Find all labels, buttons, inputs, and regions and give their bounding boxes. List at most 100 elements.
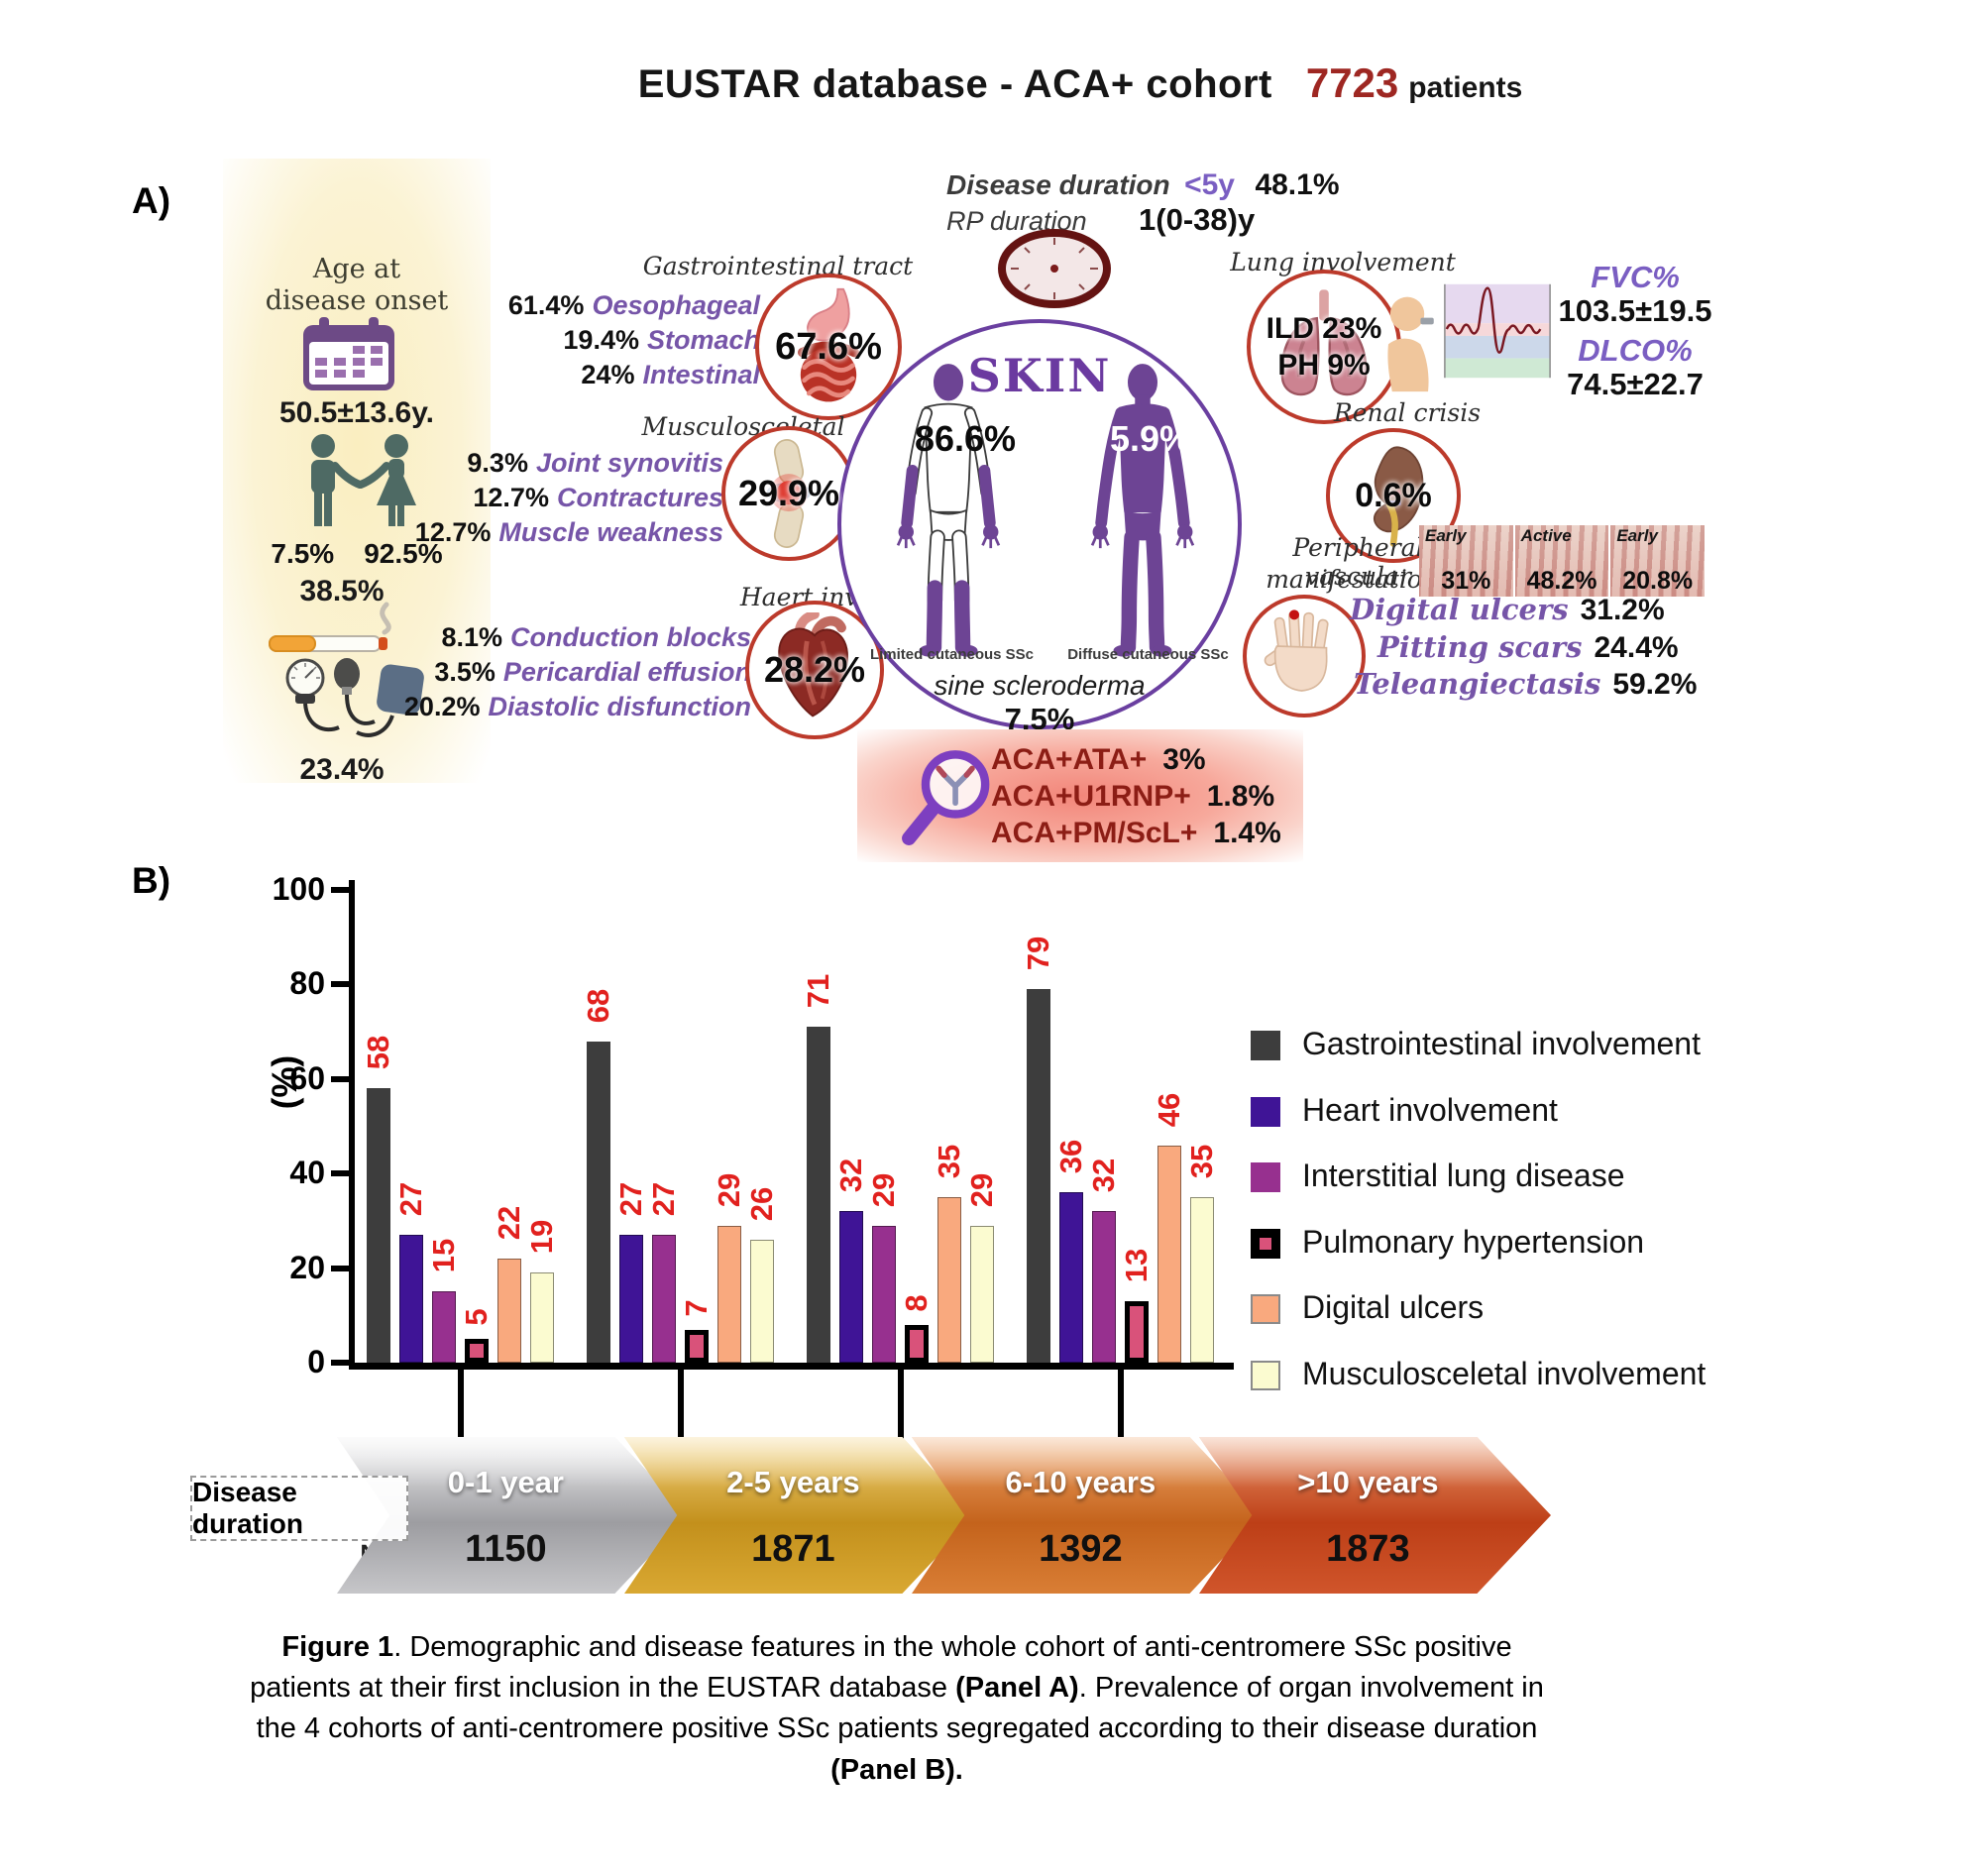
disease-duration-label: Disease duration	[946, 169, 1170, 200]
antibody-value: 3%	[1162, 743, 1206, 776]
bar	[1059, 1192, 1083, 1363]
duration-arrow-label: >10 years	[1297, 1465, 1439, 1499]
dlco-value: 74.5±22.7	[1567, 367, 1704, 401]
gi-overall-pct: 67.6%	[775, 325, 882, 368]
capillaroscopy-pct: 20.8%	[1622, 567, 1694, 595]
age-value: 50.5±13.6y.	[278, 396, 435, 429]
bar	[685, 1330, 709, 1363]
disease-duration-line: Disease duration <5y 48.1%	[946, 168, 1340, 202]
caption-bold-segment: (Panel B).	[830, 1753, 963, 1786]
lung-ring: ILD 23% PH 9%	[1247, 270, 1401, 424]
x-group-tick	[897, 1370, 904, 1439]
bar-value-label: 35	[1184, 1144, 1219, 1179]
legend-label: Heart involvement	[1302, 1091, 1558, 1128]
gi-header: Gastrointestinal tract	[642, 252, 914, 280]
msk-ring: 29.9%	[721, 426, 856, 561]
heart-ring: 28.2%	[745, 601, 884, 739]
dlco-label: DLCO%	[1578, 333, 1693, 368]
bar-value-label: 19	[524, 1219, 559, 1255]
vascular-item-value: 59.2%	[1612, 668, 1698, 701]
heart-item-row: 8.1% Conduction blocks	[441, 622, 751, 653]
legend-swatch	[1251, 1031, 1280, 1060]
bar-value-label: 22	[492, 1205, 526, 1241]
sex-distribution: 7.5% 92.5%	[233, 538, 481, 570]
antibody-row: ACA+U1RNP+ 1.8%	[991, 780, 1281, 814]
calendar-icon	[303, 317, 394, 390]
fvc-value: 103.5±19.5	[1558, 293, 1712, 328]
vascular-item-value: 31.2%	[1580, 594, 1665, 626]
y-tick	[331, 887, 349, 893]
bar-value-label: 32	[1086, 1158, 1121, 1193]
skin-title: SKIN	[967, 349, 1112, 402]
bar	[905, 1325, 929, 1363]
gi-item-row: 19.4% Stomach	[563, 325, 760, 356]
legend-swatch	[1251, 1228, 1280, 1259]
legend-label: Digital ulcers	[1302, 1289, 1485, 1325]
legend-label: Pulmonary hypertension	[1302, 1223, 1645, 1260]
smoking-pct: 38.5%	[299, 575, 385, 607]
capillaroscopy-image: Early 20.8%	[1610, 525, 1707, 597]
antibody-label: ACA+ATA+	[991, 743, 1148, 776]
diffuse-cutaneous-body-icon	[1090, 364, 1195, 657]
capillaroscopy-image: Early 31%	[1419, 525, 1515, 597]
bar	[1125, 1301, 1149, 1363]
vascular-item-row: Pitting scars 24.4%	[1377, 630, 1679, 665]
fvc-label: FVC%	[1591, 260, 1680, 294]
y-tick-label: 0	[307, 1344, 325, 1379]
bar-value-label: 5	[459, 1308, 494, 1326]
y-tick-label: 20	[289, 1249, 325, 1285]
bar	[750, 1240, 774, 1363]
heart-item-value: 3.5%	[434, 657, 496, 687]
title-patients-word: patients	[1408, 71, 1523, 104]
bar	[432, 1291, 456, 1363]
bar-value-label: 36	[1053, 1139, 1088, 1174]
bar-value-label: 27	[393, 1181, 428, 1217]
rp-duration-value: 1(0-38)y	[1139, 202, 1256, 237]
gi-ring: 67.6%	[755, 274, 902, 420]
gi-item-value: 24%	[581, 360, 635, 389]
y-tick-label: 100	[272, 871, 325, 907]
disease-duration-box: Disease duration	[190, 1476, 408, 1541]
bar-value-label: 27	[646, 1181, 681, 1217]
duration-arrow-n: 1150	[465, 1528, 547, 1570]
figure-title: EUSTAR database - ACA+ cohort 7723 patient…	[486, 59, 1675, 107]
bar-value-label: 15	[426, 1238, 461, 1273]
gi-item-label: Stomach	[646, 325, 760, 355]
gi-item-row: 61.4% Oesophageal	[508, 290, 760, 321]
male-female-icon	[311, 434, 416, 526]
bar-value-label: 29	[964, 1172, 999, 1208]
bar	[839, 1211, 863, 1363]
title-main: EUSTAR database - ACA+ cohort	[637, 62, 1272, 106]
bar	[970, 1226, 994, 1363]
heart-items: 8.1% Conduction blocks 3.5% Pericardial eff…	[404, 622, 751, 722]
bar	[652, 1235, 676, 1363]
antibody-label: ACA+U1RNP+	[991, 780, 1191, 813]
gi-item-row: 24% Intestinal	[581, 360, 760, 390]
legend-label: Musculosceletal involvement	[1302, 1355, 1707, 1391]
heart-item-value: 20.2%	[403, 692, 481, 721]
msk-item-label: Muscle weakness	[498, 517, 723, 547]
legend-swatch	[1251, 1162, 1280, 1192]
bar	[1157, 1146, 1181, 1363]
duration-arrow-label: 0-1 year	[447, 1465, 564, 1499]
x-group-tick	[457, 1370, 464, 1439]
renal-pct: 0.6%	[1355, 476, 1432, 514]
msk-item-row: 12.7% Muscle weakness	[415, 517, 723, 548]
bar-value-label: 8	[899, 1294, 934, 1312]
bar-value-label: 68	[581, 988, 615, 1024]
msk-item-label: Joint synovitis	[535, 448, 723, 478]
msk-items: 9.3% Joint synovitis 12.7% Contractures 12.7…	[415, 448, 723, 548]
x-group-tick	[1117, 1370, 1124, 1439]
legend-swatch	[1251, 1360, 1280, 1390]
vascular-item-label: Teleangiectasis	[1354, 667, 1601, 701]
y-axis	[349, 880, 355, 1369]
vascular-header-line1: Peripheral vascular	[1292, 533, 1424, 591]
y-tick	[331, 1170, 349, 1177]
vascular-item-row: Digital ulcers 31.2%	[1350, 593, 1665, 627]
gi-items: 61.4% Oesophageal 19.4% Stomach 24% Intestina…	[500, 290, 760, 390]
gi-item-label: Intestinal	[642, 360, 760, 389]
antibody-value: 1.4%	[1213, 817, 1281, 849]
bar-value-label: 35	[932, 1144, 966, 1179]
bar-value-label: 27	[613, 1181, 648, 1217]
